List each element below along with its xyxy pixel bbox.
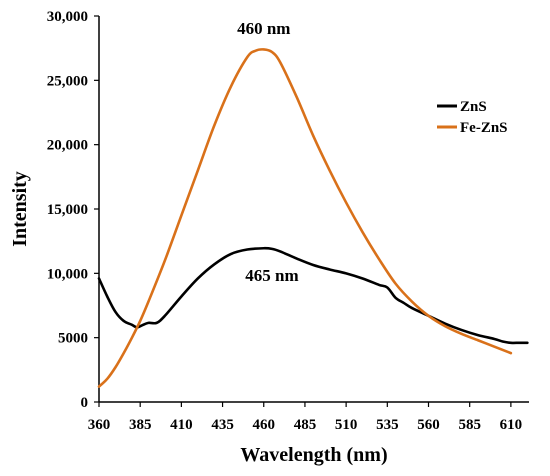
x-tick-label: 435 [211,417,234,433]
x-tick-label: 585 [458,417,481,433]
annotations: 460 nm 465 nm [237,19,299,285]
axes [98,16,529,403]
y-tick-label: 20,000 [47,138,88,154]
peak-annotation: 460 nm [237,19,290,38]
x-tick-label: 560 [417,417,440,433]
x-tick-label: 510 [335,417,358,433]
y-tick-label: 30,000 [47,9,88,25]
peak-annotation: 465 nm [245,266,298,285]
x-tick-label: 485 [294,417,317,433]
x-tick-label: 360 [88,417,111,433]
y-tick-label: 0 [81,395,89,411]
series-lines [97,48,529,388]
x-tick-label: 410 [170,417,193,433]
series-line-fe-zns [97,48,513,388]
legend: ZnS Fe-ZnS [437,99,508,136]
y-tick-label: 10,000 [47,266,88,282]
y-axis-title: Intensity [9,171,31,247]
x-tick-label: 385 [129,417,152,433]
x-tick-label: 460 [253,417,276,433]
y-tick-label: 5000 [58,331,88,347]
ticks: 0 5000 10,000 15,000 20,000 25,000 30,000 360 38… [47,9,522,433]
legend-label-zns: ZnS [460,99,487,115]
series-line-zns [97,246,529,345]
legend-label-fe-zns: Fe-ZnS [460,120,508,136]
x-tick-label: 610 [500,417,523,433]
y-tick-label: 25,000 [47,73,88,89]
x-axis-title: Wavelength (nm) [240,444,387,466]
y-tick-label: 15,000 [47,202,88,218]
x-tick-label: 535 [376,417,399,433]
